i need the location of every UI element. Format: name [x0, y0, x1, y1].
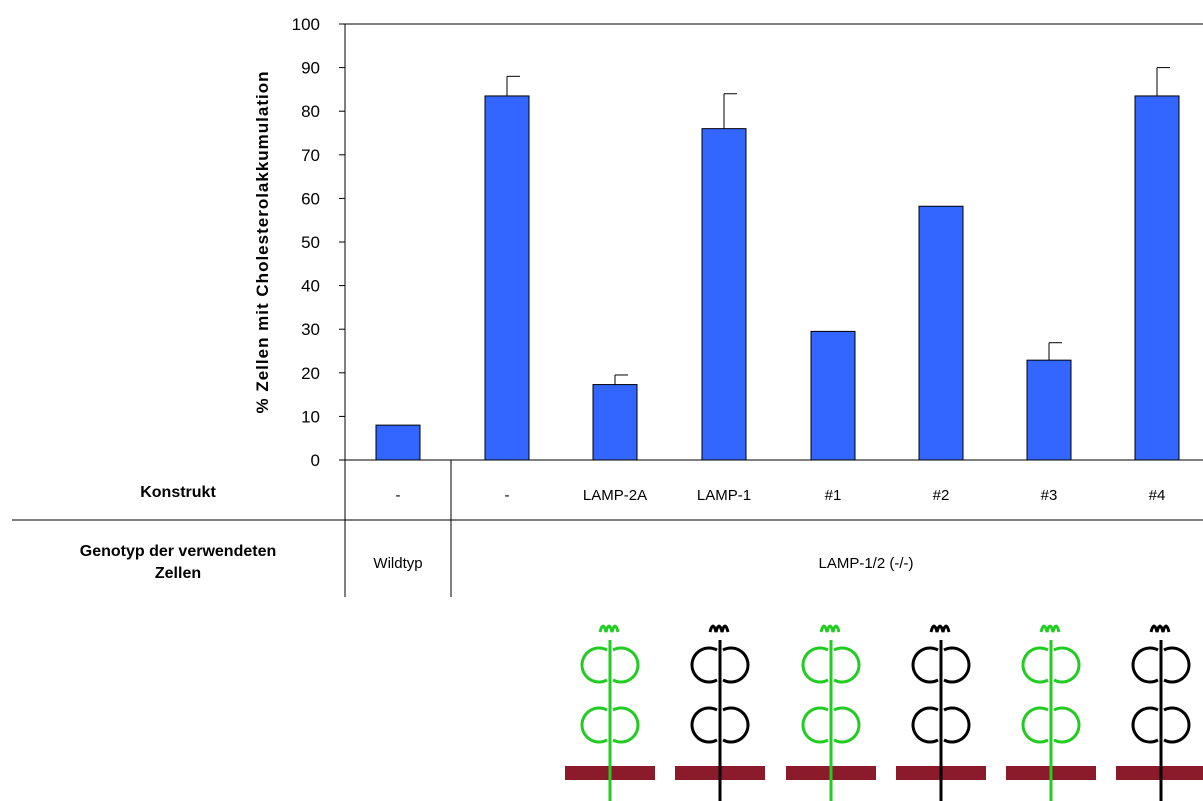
y-tick-label: 40 — [301, 277, 320, 296]
domain-loop-left — [911, 706, 939, 744]
category-label: LAMP-1 — [697, 487, 751, 504]
lamp-schematic — [565, 624, 655, 801]
y-tick-label: 10 — [301, 407, 320, 426]
lamp-schematic — [1006, 624, 1096, 801]
y-tick-label: 90 — [301, 59, 320, 78]
domain-loop-left — [1021, 646, 1049, 684]
category-label: #3 — [1041, 487, 1058, 504]
domain-loop-left — [690, 646, 718, 684]
y-tick-label: 60 — [301, 189, 320, 208]
bar — [701, 128, 747, 461]
y-axis-label: % Zellen mit Cholesterolakkumulation — [253, 70, 272, 413]
bar-series — [375, 67, 1180, 461]
domain-loop-left — [801, 706, 829, 744]
row-label-genotyp-line2: Zellen — [155, 565, 201, 582]
domain-loop-left — [1131, 706, 1159, 744]
genotype-wildtype: Wildtyp — [373, 555, 422, 572]
bar — [484, 95, 530, 461]
domain-loop-right — [1163, 646, 1191, 684]
y-tick-label: 50 — [301, 233, 320, 252]
domain-loop-right — [943, 706, 971, 744]
glycan-squiggle — [598, 624, 620, 633]
domain-loop-left — [580, 706, 608, 744]
bar — [1134, 95, 1180, 461]
y-tick-label: 0 — [311, 451, 320, 470]
category-label: #4 — [1149, 487, 1166, 504]
row-label-konstrukt: Konstrukt — [140, 484, 216, 501]
domain-loop-right — [722, 706, 750, 744]
glycan-squiggle — [1039, 624, 1061, 633]
category-label: #2 — [933, 487, 950, 504]
domain-loop-right — [943, 646, 971, 684]
lamp-construct-diagrams — [565, 624, 1203, 801]
domain-loop-right — [612, 706, 640, 744]
row-label-genotyp-line1: Genotyp der verwendeten — [80, 543, 277, 560]
lamp-schematic — [786, 624, 876, 801]
domain-loop-right — [1053, 646, 1081, 684]
construct-table: Konstrukt Genotyp der verwendeten Zellen… — [12, 460, 1203, 597]
domain-loop-right — [722, 646, 750, 684]
y-tick-label: 70 — [301, 146, 320, 165]
category-label: - — [505, 487, 510, 504]
domain-loop-right — [833, 646, 861, 684]
glycan-squiggle — [929, 624, 951, 633]
domain-loop-left — [801, 646, 829, 684]
category-label: LAMP-2A — [583, 487, 647, 504]
chart-frame — [344, 23, 1203, 461]
bar — [918, 205, 964, 461]
y-tick-label: 30 — [301, 320, 320, 339]
domain-loop-left — [1021, 706, 1049, 744]
y-tick-label: 20 — [301, 364, 320, 383]
domain-loop-right — [1053, 706, 1081, 744]
category-labels: - - LAMP-2A LAMP-1 #1 #2 #3 #4 — [396, 487, 1166, 504]
domain-loop-right — [1163, 706, 1191, 744]
lamp-schematic — [675, 624, 765, 801]
domain-loop-right — [833, 706, 861, 744]
domain-loop-right — [612, 646, 640, 684]
y-tick-label: 80 — [301, 102, 320, 121]
domain-loop-left — [580, 646, 608, 684]
bar — [375, 424, 421, 461]
bar — [810, 330, 856, 461]
glycan-squiggle — [819, 624, 841, 633]
lamp-schematic — [1116, 624, 1203, 801]
domain-loop-left — [1131, 646, 1159, 684]
y-tick-label: 100 — [292, 15, 320, 34]
glycan-squiggle — [1149, 624, 1171, 633]
domain-loop-left — [690, 706, 718, 744]
domain-loop-left — [911, 646, 939, 684]
category-label: #1 — [825, 487, 842, 504]
genotype-knockout: LAMP-1/2 (-/-) — [818, 555, 913, 572]
category-label: - — [396, 487, 401, 504]
glycan-squiggle — [708, 624, 730, 633]
bar — [1026, 359, 1072, 461]
lamp-schematic — [896, 624, 986, 801]
bar — [592, 384, 638, 461]
y-axis-ticks: 0 10 20 30 40 50 60 70 80 90 100 — [292, 15, 345, 470]
